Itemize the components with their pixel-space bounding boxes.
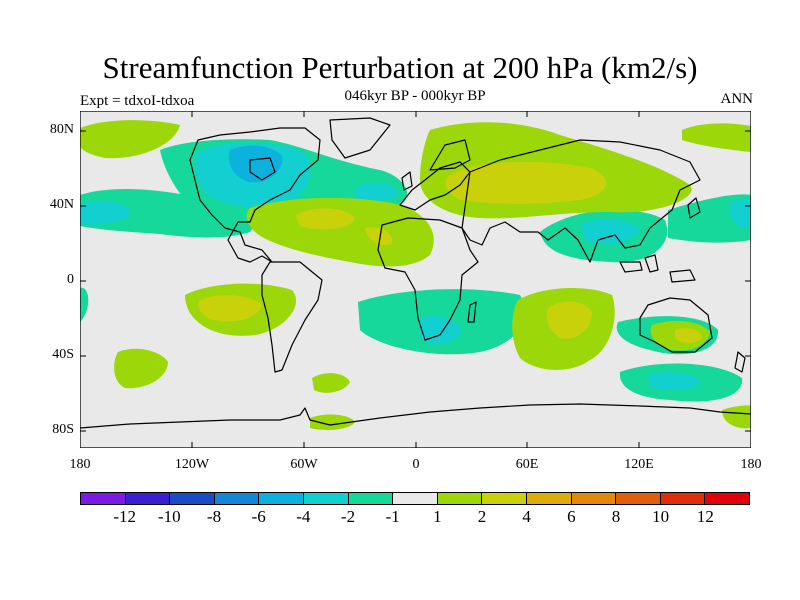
- asia-coast: [461, 139, 701, 263]
- japan-coast: [687, 197, 701, 219]
- colorbar-swatch: [81, 493, 126, 504]
- colorbar-label: -1: [385, 507, 400, 526]
- axis-ticks: [80, 111, 751, 448]
- lat-tick-equator: 0: [67, 272, 74, 287]
- colorbar-label: -10: [157, 507, 181, 526]
- lat-tick-80n: 80N: [49, 122, 74, 137]
- experiment-label: Expt = tdxoI-tdxoa: [80, 93, 195, 109]
- lat-tick-40n: 40N: [49, 197, 74, 212]
- lon-tick-0: 0: [412, 457, 420, 472]
- colorbar-swatch: [616, 493, 661, 504]
- madagascar-coast: [467, 301, 477, 323]
- colorbar-swatch: [571, 493, 617, 504]
- colorbar-label: -6: [251, 507, 266, 526]
- greenland-coast: [329, 117, 391, 159]
- colorbar-swatch: [303, 493, 349, 504]
- lat-tick-80s: 80S: [52, 422, 74, 437]
- colorbar-label: 8: [611, 507, 621, 526]
- coastlines: [80, 117, 751, 429]
- colorbar-swatch: [437, 493, 483, 504]
- colorbar-swatch: [125, 493, 171, 504]
- colorbar-swatch: [660, 493, 706, 504]
- colorbar-label: -8: [206, 507, 222, 526]
- colorbar-swatch: [259, 493, 304, 504]
- colorbar-label: 2: [477, 507, 487, 526]
- africa-coast: [377, 217, 479, 341]
- lat-tick-40s: 40S: [52, 347, 74, 362]
- colorbar-label: 10: [652, 507, 670, 526]
- lon-tick-120e: 120E: [624, 457, 654, 472]
- lon-tick-180w: 180: [69, 457, 91, 472]
- colorbar-swatch: [393, 493, 438, 504]
- colorbar-label: -12: [113, 507, 136, 526]
- south-america-coast: [261, 261, 323, 373]
- north-america-coast: [189, 127, 321, 263]
- colorbar-swatch: [482, 493, 527, 504]
- australia-coast: [639, 297, 713, 353]
- colorbar-swatch: [705, 493, 749, 504]
- colorbar-swatch: [348, 493, 394, 504]
- antarctica-coast: [80, 403, 751, 429]
- colorbar-label: 12: [696, 507, 714, 526]
- british-isles-coast: [401, 171, 413, 191]
- southeast-asia-islands: [619, 254, 696, 283]
- colorbar-swatch: [214, 493, 260, 504]
- lon-tick-60e: 60E: [515, 457, 539, 472]
- lon-tick-60w: 60W: [290, 457, 318, 472]
- scandinavia-coast: [429, 139, 471, 171]
- strongest-negative-regions: [228, 145, 283, 183]
- season-label: ANN: [720, 91, 754, 107]
- hudson-bay-coast: [249, 157, 276, 181]
- colorbar-label: 4: [522, 507, 531, 526]
- colorbar: [80, 492, 750, 505]
- colorbar-label: 6: [567, 507, 576, 526]
- chart-title: Streamfunction Perturbation at 200 hPa (…: [102, 50, 698, 85]
- lon-tick-120w: 120W: [174, 457, 210, 472]
- colorbar-swatch: [170, 493, 215, 504]
- colorbar-label: -2: [340, 507, 356, 526]
- new-zealand-coast: [734, 351, 746, 373]
- colorbar-swatch: [526, 493, 572, 504]
- colorbar-label: -4: [296, 507, 311, 526]
- lon-tick-180e: 180: [740, 457, 762, 472]
- colorbar-label: 1: [433, 507, 442, 526]
- strong-positive-regions: [198, 161, 702, 343]
- chart-subtitle: 046kyr BP - 000kyr BP: [344, 88, 486, 104]
